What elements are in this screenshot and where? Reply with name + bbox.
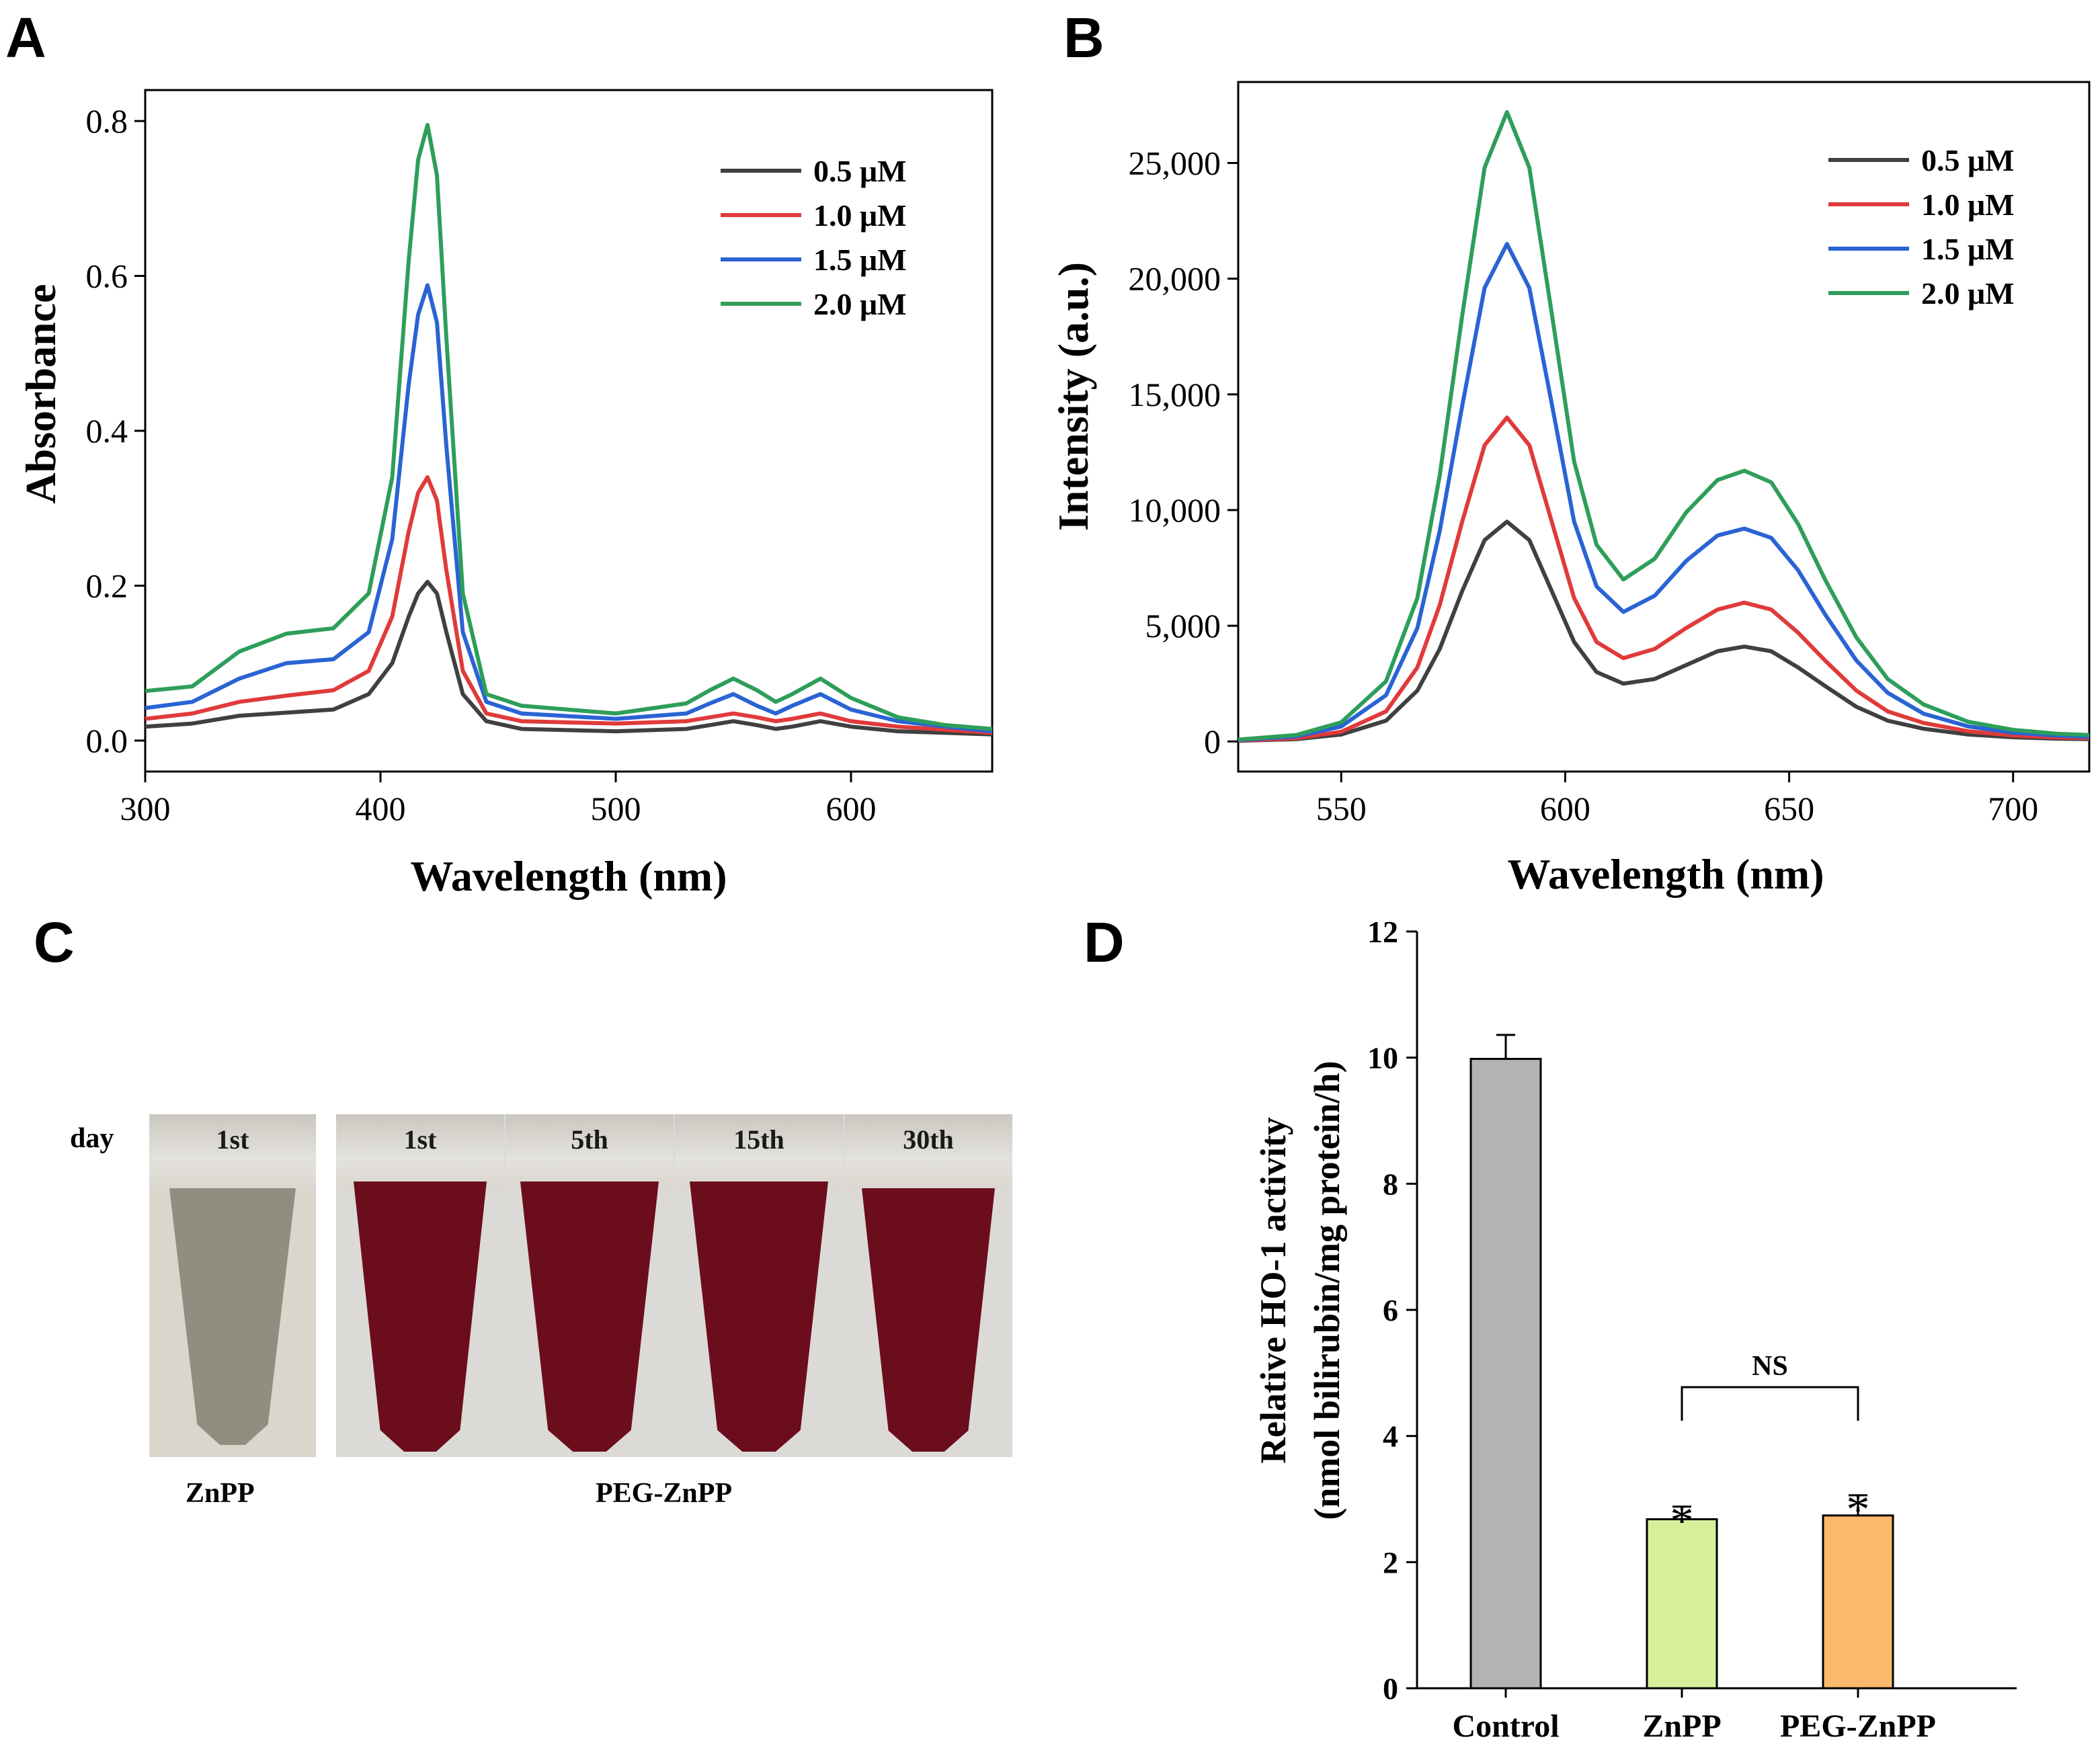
- tube-cap: [675, 1114, 843, 1188]
- tube-label: 15th: [733, 1124, 784, 1155]
- intensity-y-axis-title: Intensity (a.u.): [1049, 262, 1097, 531]
- tube-label: 1st: [216, 1124, 249, 1155]
- tube-label: 1st: [403, 1124, 437, 1155]
- group-label-znpp: ZnPP: [186, 1478, 255, 1509]
- legend-label: 1.5 μM: [813, 243, 907, 277]
- y-tick-label: 0.0: [86, 722, 128, 759]
- tube-label: 5th: [571, 1124, 608, 1155]
- y-tick-label: 2: [1383, 1545, 1398, 1579]
- x-tick-label: 550: [1316, 790, 1367, 827]
- legend-label: 2.0 μM: [1921, 276, 2015, 310]
- series-line: [1238, 110, 2090, 742]
- legend-label: 1.5 μM: [1921, 232, 2015, 266]
- y-tick-label: 10: [1367, 1041, 1398, 1075]
- legend-label: 2.0 μM: [813, 287, 907, 321]
- bracket-label: NS: [1752, 1351, 1788, 1382]
- y-tick-label: 0.2: [86, 567, 128, 604]
- tube-photo-peg-znpp-day-15: 15th: [675, 1114, 843, 1457]
- y-tick-label: 0: [1204, 722, 1221, 760]
- series-line: [1238, 415, 2090, 743]
- y-tick-label: 15,000: [1129, 376, 1221, 413]
- x-tick-label: 700: [1988, 790, 2038, 827]
- intensity-x-axis-title: Wavelength (nm): [1507, 850, 1824, 898]
- tube-cap: [844, 1114, 1012, 1188]
- tube-photo-peg-znpp-day-30: 30th: [844, 1114, 1012, 1457]
- ho1-y-axis-title-line-1: Relative HO-1 activity: [1253, 1117, 1293, 1464]
- x-tick-label: 600: [826, 790, 877, 827]
- y-tick-label: 6: [1383, 1293, 1398, 1327]
- series-line: [145, 475, 993, 735]
- series-line: [145, 579, 993, 737]
- ho1-y-axis-title-line-2: (nmol bilirubin/mg protein/h): [1307, 1061, 1347, 1520]
- panel-letter-b: B: [1063, 6, 1104, 69]
- y-tick-label: 4: [1383, 1419, 1398, 1454]
- legend-label: 0.5 μM: [1921, 143, 2015, 177]
- y-tick-label: 0.6: [86, 257, 128, 295]
- tube-label: 30th: [903, 1124, 954, 1155]
- x-tick-label: 500: [591, 790, 641, 827]
- tube-photo-peg-znpp-day-1: 1st: [336, 1114, 504, 1457]
- y-tick-label: 0.8: [86, 102, 128, 140]
- x-tick-label: 650: [1764, 790, 1814, 827]
- series-line: [1238, 520, 2090, 743]
- series-line: [145, 283, 993, 734]
- panel-letter-c: C: [34, 911, 75, 974]
- tube-liquid: [862, 1188, 995, 1452]
- series-line: [1238, 242, 2090, 743]
- absorbance-y-axis-title: Absorbance: [17, 284, 65, 503]
- x-tick-label: 300: [120, 790, 171, 827]
- x-tick-label: ZnPP: [1642, 1708, 1721, 1740]
- tube-liquid: [520, 1182, 659, 1452]
- bar: [1469, 1058, 1542, 1690]
- x-tick-label: Control: [1452, 1708, 1559, 1740]
- y-tick-label: 8: [1383, 1167, 1398, 1201]
- tube-photo-znpp-day-1: 1st: [149, 1114, 316, 1457]
- y-tick-label: 12: [1367, 915, 1398, 949]
- plot-frame: [1237, 81, 2091, 773]
- absorbance-x-axis-title: Wavelength (nm): [410, 852, 727, 900]
- bar: [1646, 1518, 1718, 1690]
- series-line: [145, 122, 993, 731]
- tube-cap: [149, 1114, 316, 1188]
- y-tick-label: 0: [1383, 1671, 1398, 1706]
- y-tick-label: 10,000: [1129, 491, 1221, 529]
- plot-frame: [144, 89, 994, 773]
- y-tick-label: 0.4: [86, 412, 128, 450]
- x-tick-label: 600: [1540, 790, 1590, 827]
- day-row-label: day: [70, 1123, 114, 1154]
- legend-label: 1.0 μM: [1921, 188, 2015, 222]
- x-tick-label: 400: [356, 790, 406, 827]
- y-tick-label: 20,000: [1129, 260, 1221, 298]
- tube-photo-strip-peg-znpp: 1st 5th 15th 30th: [336, 1114, 1012, 1457]
- legend-label: 0.5 μM: [813, 154, 907, 188]
- bar: [1822, 1514, 1894, 1690]
- tube-cap: [506, 1114, 674, 1188]
- x-tick-label: PEG-ZnPP: [1780, 1708, 1936, 1740]
- tube-cap: [336, 1114, 504, 1188]
- group-label-peg-znpp: PEG-ZnPP: [596, 1478, 733, 1509]
- y-tick-label: 5,000: [1145, 607, 1221, 645]
- tube-liquid: [690, 1182, 828, 1452]
- significance-asterisk: *: [1847, 1484, 1870, 1536]
- tube-liquid: [169, 1188, 296, 1445]
- panel-letter-a: A: [5, 6, 46, 69]
- panel-letter-d: D: [1084, 911, 1125, 974]
- significance-bracket: [1681, 1386, 1859, 1421]
- significance-asterisk: *: [1670, 1495, 1694, 1547]
- y-tick-label: 25,000: [1129, 144, 1221, 182]
- tube-photo-peg-znpp-day-5: 5th: [506, 1114, 674, 1457]
- tube-liquid: [354, 1182, 487, 1452]
- legend-label: 1.0 μM: [813, 198, 907, 233]
